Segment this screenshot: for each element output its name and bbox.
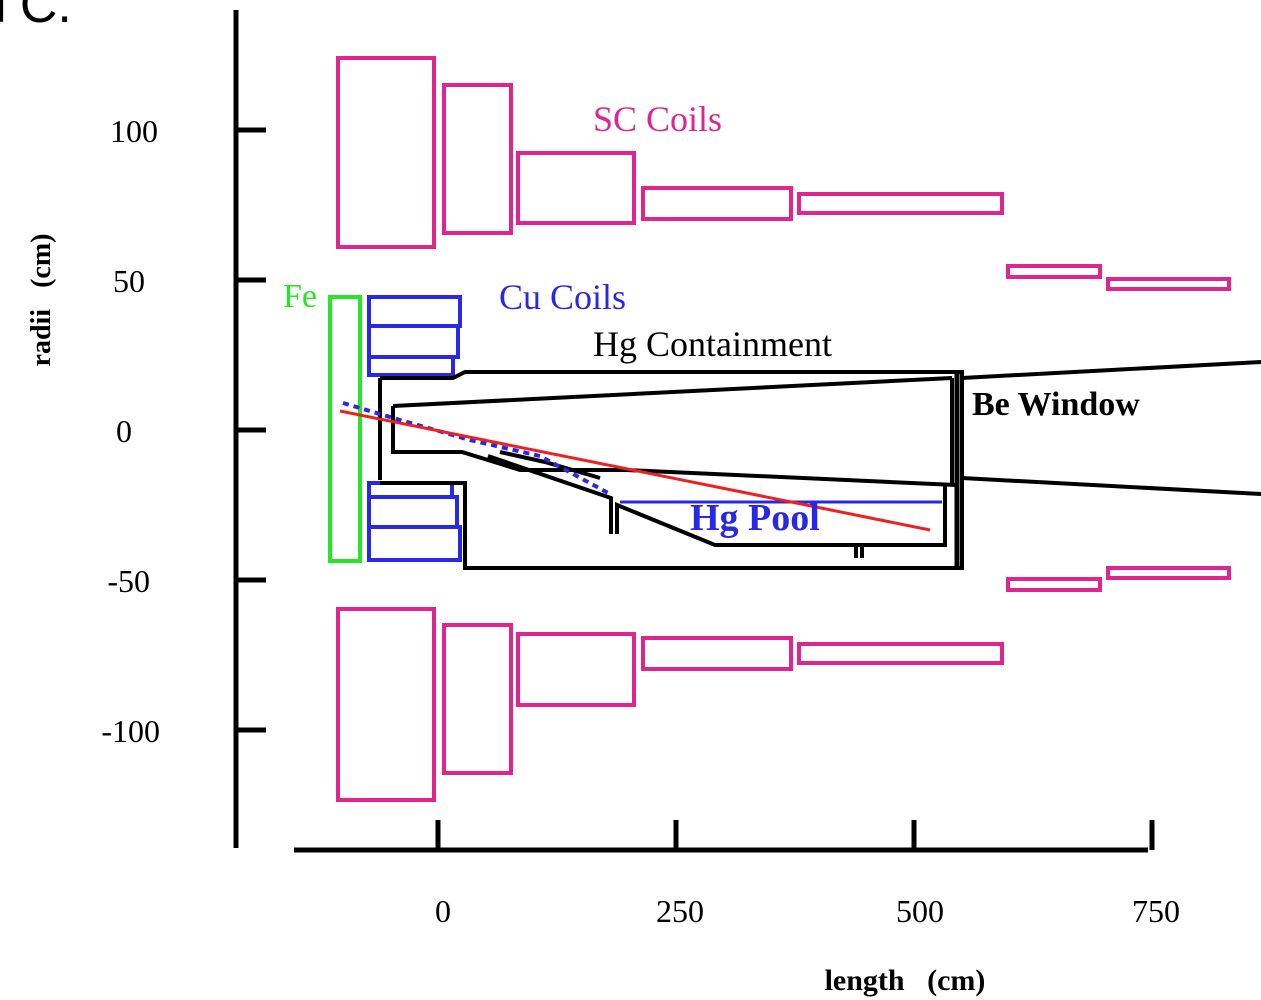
x-tick-label: 250 [656,893,704,929]
y-tick-label: -50 [107,563,150,599]
cu-coil-top-1 [367,295,462,328]
cu-coil-bottom-2 [367,495,459,529]
sc-coil-bottom-2 [442,623,513,775]
label-hg-containment: Hg Containment [593,324,832,364]
sc-coil-top-6 [1006,264,1102,279]
x-tick-label: 500 [896,893,944,929]
cropped-heading-fragment: ГС. [0,0,72,34]
cu-coil-top-2 [367,324,460,359]
y-axis-title: radii (cm) [26,234,57,367]
sc-coil-bottom-7 [1106,566,1231,580]
label-sc-coils: SC Coils [593,99,722,139]
y-tick-label: 100 [110,113,158,149]
y-tick-label: 50 [113,263,145,299]
sc-coil-bottom-4 [641,636,793,671]
sc-coil-top-2 [442,83,513,235]
hg-containment-vessel [378,370,964,570]
fe-shield [328,295,362,563]
label-be-window: Be Window [972,386,1140,423]
x-tick-label: 0 [435,893,451,929]
proton-beam [339,409,931,532]
x-axis-title: length (cm) [825,964,986,997]
sc-coil-bottom-5 [797,642,1004,665]
label-cu-coils: Cu Coils [499,277,626,317]
sc-coil-top-7 [1106,277,1231,291]
sc-coils [336,56,1231,802]
label-hg-pool: Hg Pool [690,497,820,539]
x-tick-label: 750 [1132,893,1180,929]
sc-coil-top-5 [797,192,1004,215]
y-axis [233,10,266,848]
x-axis [294,820,1155,853]
sc-coil-bottom-3 [516,632,636,707]
sc-coil-top-1 [336,56,436,249]
sc-coil-bottom-6 [1006,577,1102,592]
cu-coil-top-3 [367,355,455,377]
sc-coil-top-3 [516,151,636,225]
label-fe: Fe [283,278,317,315]
hg-jet [342,401,611,496]
sc-coil-top-4 [641,186,793,221]
cu-coil-bottom-1 [367,481,454,499]
y-tick-label: 0 [116,413,132,449]
cu-coil-bottom-3 [367,525,462,562]
cu-coils [367,295,462,562]
sc-coil-bottom-1 [336,607,436,802]
y-tick-label: -100 [101,713,160,749]
be-window [954,360,1261,568]
